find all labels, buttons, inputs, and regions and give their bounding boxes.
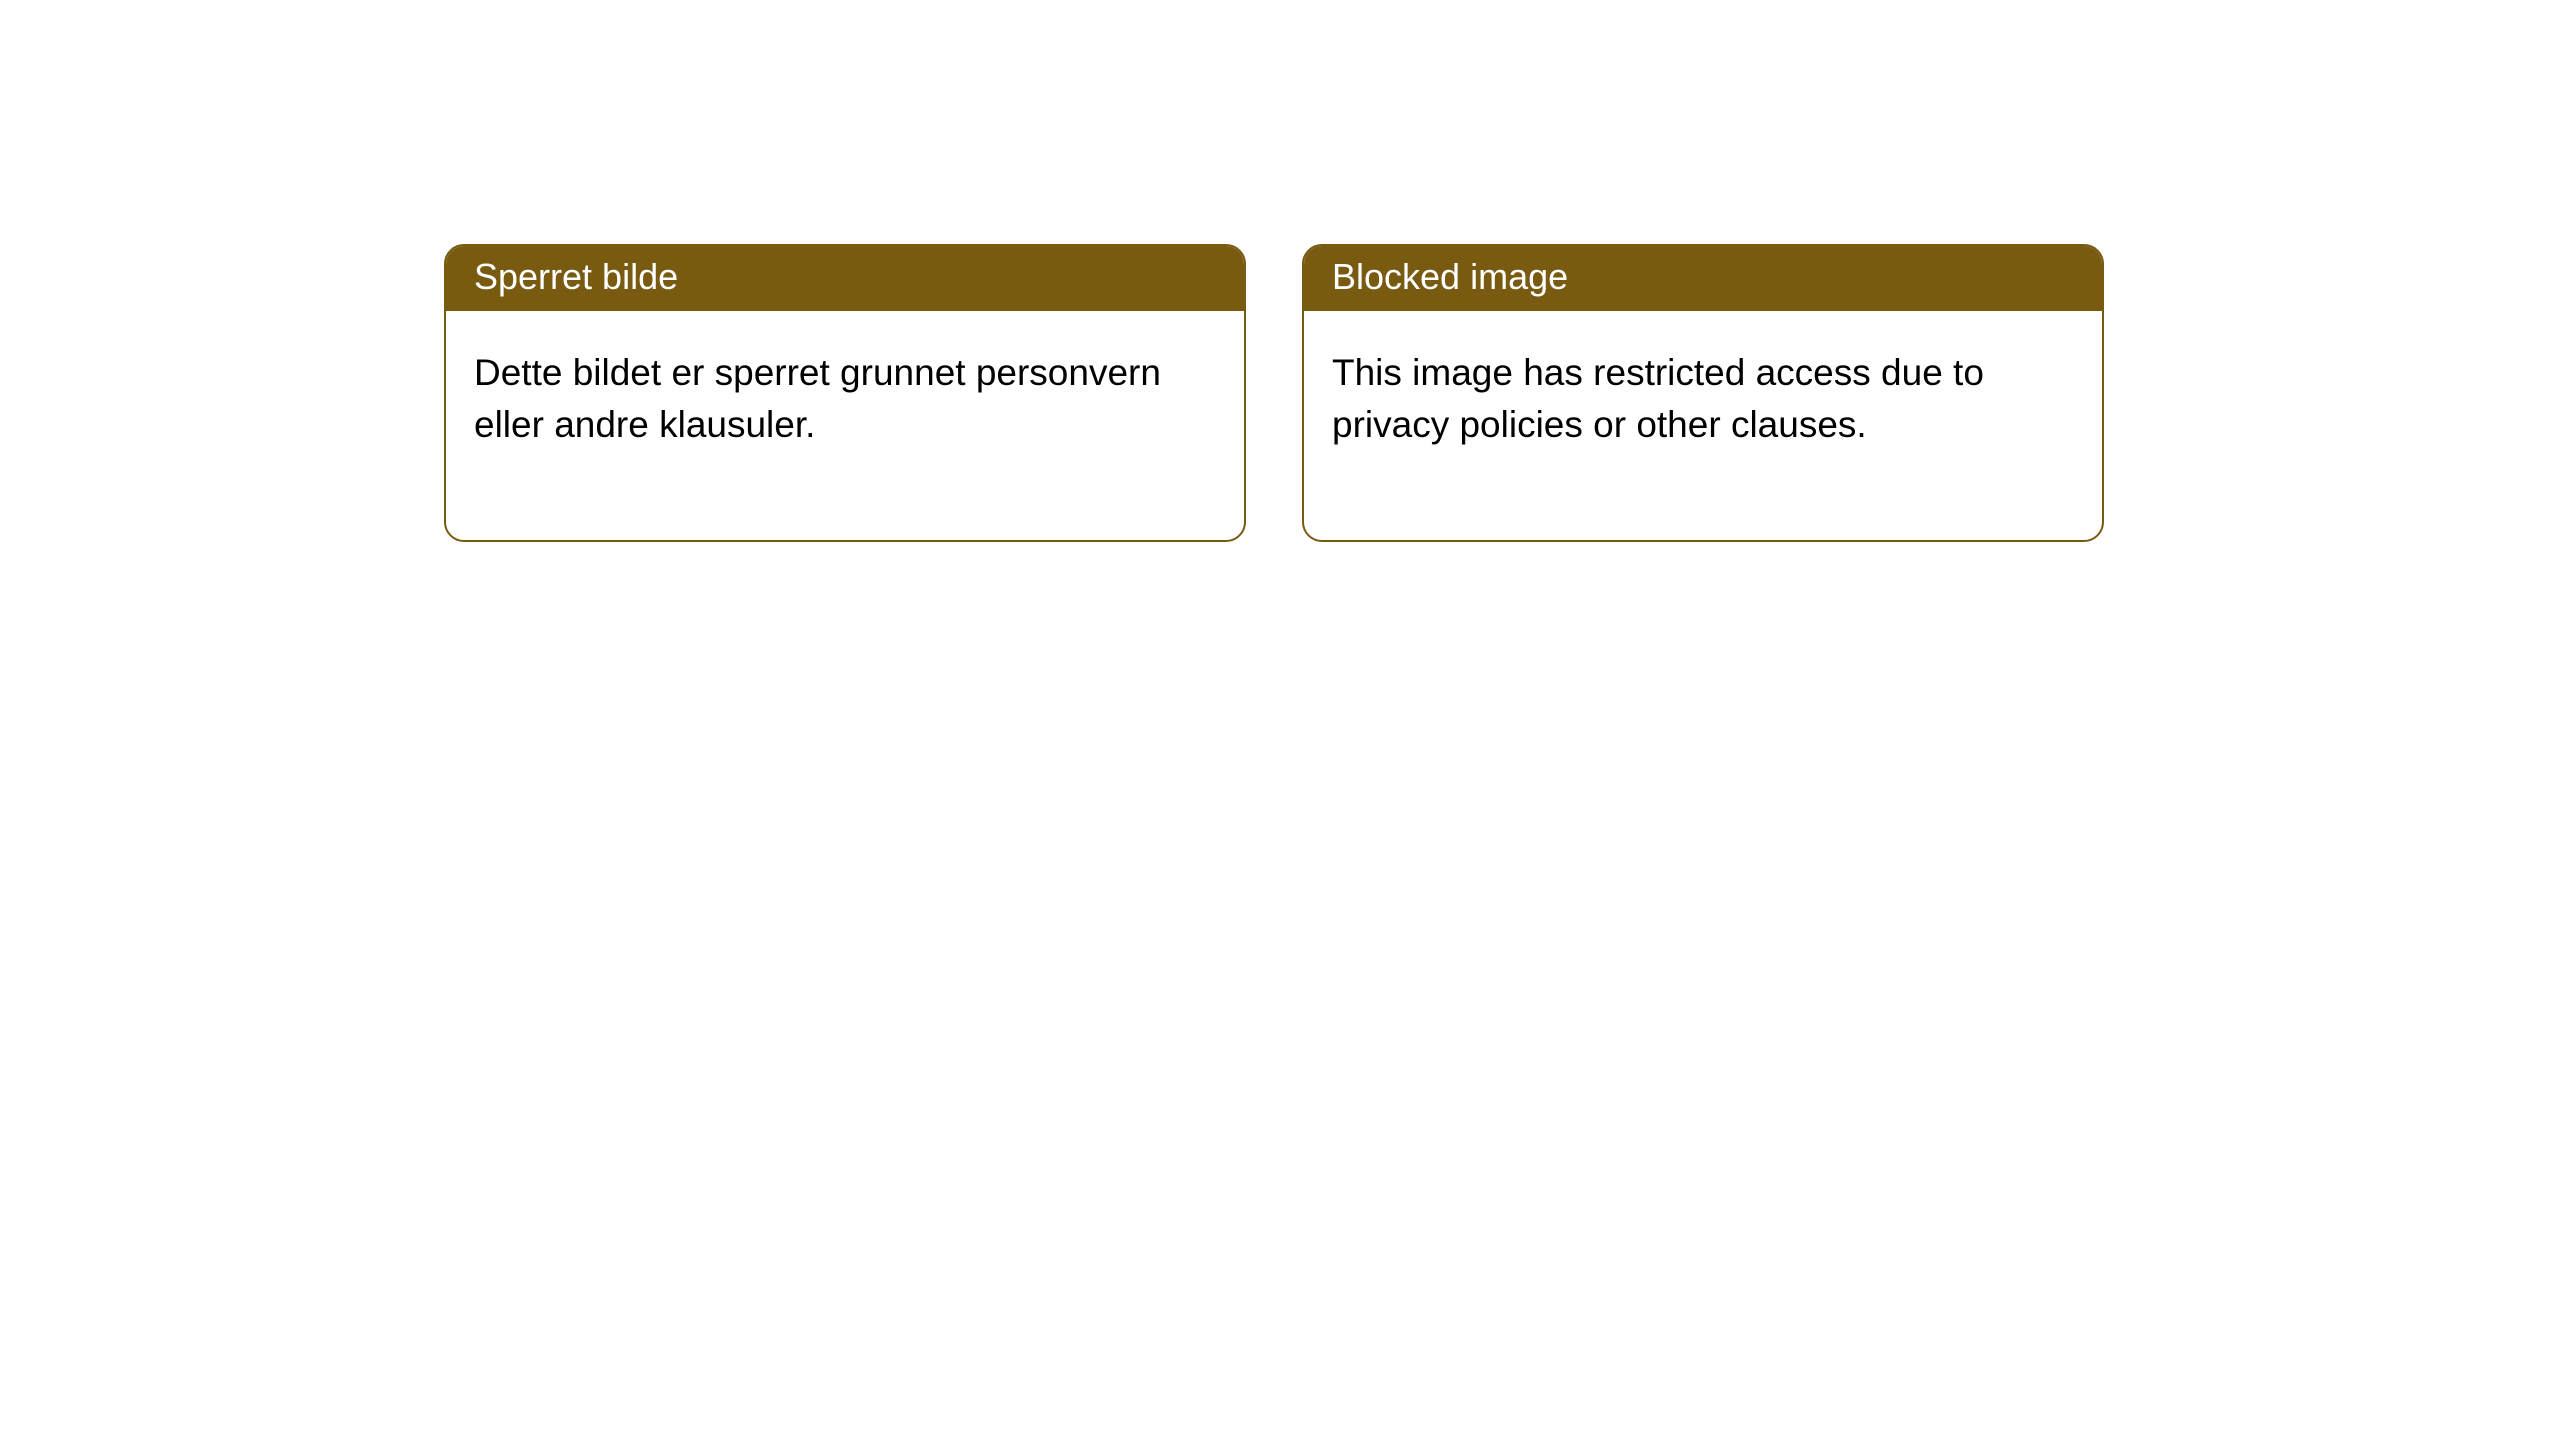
notice-card-norwegian: Sperret bilde Dette bildet er sperret gr… bbox=[444, 244, 1246, 542]
notice-body: This image has restricted access due to … bbox=[1304, 311, 2102, 541]
notice-body: Dette bildet er sperret grunnet personve… bbox=[446, 311, 1244, 541]
notice-container: Sperret bilde Dette bildet er sperret gr… bbox=[444, 244, 2104, 542]
notice-card-english: Blocked image This image has restricted … bbox=[1302, 244, 2104, 542]
notice-title: Sperret bilde bbox=[446, 246, 1244, 311]
notice-title: Blocked image bbox=[1304, 246, 2102, 311]
